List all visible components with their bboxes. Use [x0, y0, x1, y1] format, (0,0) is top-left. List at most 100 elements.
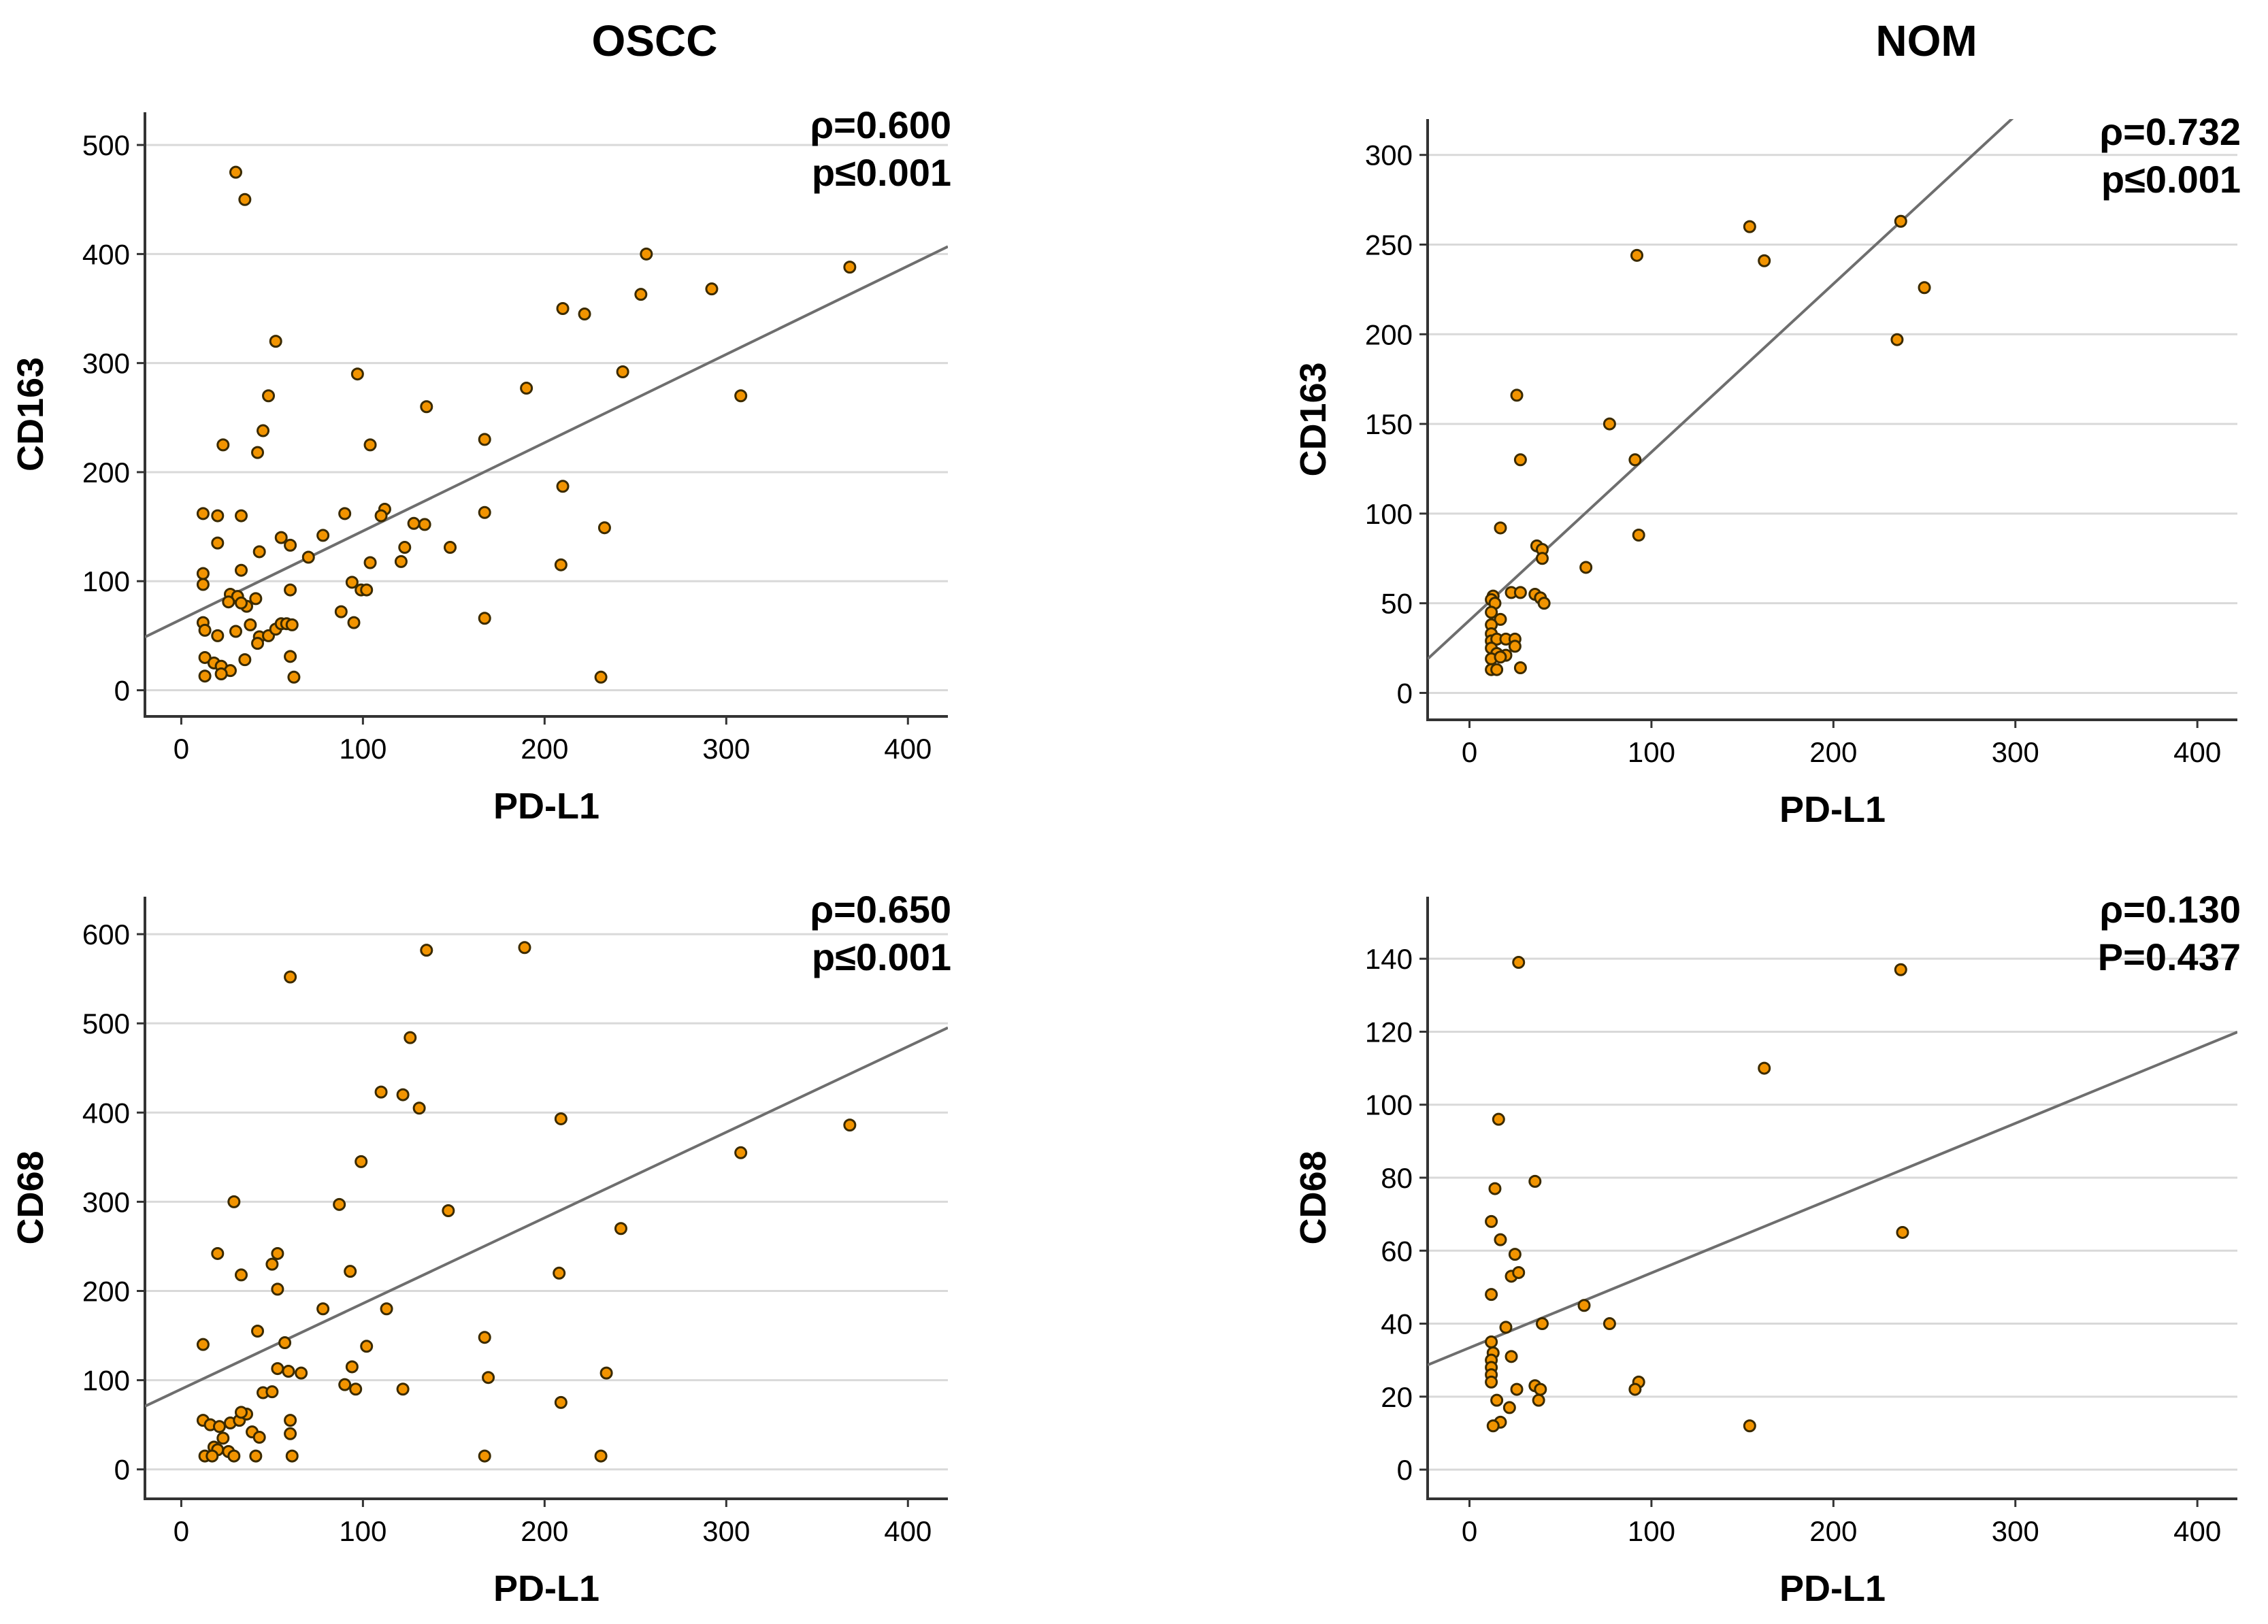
- data-point: [1486, 1419, 1500, 1433]
- x-tick-label: 400: [2173, 736, 2221, 768]
- data-point: [594, 1449, 608, 1463]
- data-point: [284, 970, 297, 984]
- data-point: [1510, 1382, 1524, 1396]
- y-axis-title: CD68: [10, 1150, 51, 1244]
- y-tick-label: 100: [82, 1365, 130, 1397]
- data-point: [1894, 214, 1907, 228]
- data-point: [333, 1197, 346, 1211]
- data-point: [1896, 1225, 1909, 1239]
- data-point: [211, 629, 225, 642]
- y-tick-label: 400: [82, 1097, 130, 1129]
- data-point: [614, 1222, 627, 1236]
- data-point: [249, 592, 263, 606]
- x-axis-title: PD-L1: [493, 786, 599, 827]
- data-point: [380, 1302, 393, 1316]
- data-point: [1603, 417, 1616, 431]
- y-tick-label: 60: [1381, 1235, 1413, 1267]
- data-point: [407, 516, 421, 530]
- data-point: [222, 595, 235, 609]
- data-point: [1579, 561, 1593, 574]
- data-point: [1492, 1112, 1505, 1126]
- p-value: p≤0.001: [812, 935, 951, 978]
- data-point: [196, 567, 210, 580]
- data-point: [198, 669, 212, 683]
- data-point: [271, 1246, 284, 1260]
- data-point: [1512, 956, 1526, 970]
- data-point: [1485, 1288, 1498, 1302]
- data-point: [394, 554, 408, 568]
- data-point: [404, 1031, 417, 1044]
- data-point: [597, 521, 611, 535]
- y-tick-label: 80: [1381, 1162, 1413, 1194]
- data-point: [278, 1336, 292, 1350]
- data-point: [1894, 963, 1907, 976]
- data-point: [1758, 254, 1771, 267]
- data-point: [350, 367, 364, 381]
- data-point: [1513, 453, 1527, 467]
- data-point: [554, 1395, 568, 1409]
- data-point: [1485, 606, 1498, 619]
- y-tick-label: 300: [82, 348, 130, 380]
- data-point: [360, 1340, 374, 1353]
- data-point: [556, 480, 570, 493]
- data-point: [206, 1449, 219, 1463]
- data-point: [316, 1302, 330, 1316]
- data-point: [374, 509, 388, 523]
- data-point: [374, 1085, 388, 1099]
- data-point: [734, 1146, 748, 1159]
- data-point: [198, 650, 212, 664]
- data-point: [1528, 1174, 1542, 1188]
- data-point: [396, 1088, 410, 1101]
- data-point: [1743, 220, 1756, 233]
- data-point: [360, 583, 374, 597]
- y-tick-label: 300: [82, 1186, 130, 1218]
- data-point: [1577, 1299, 1591, 1312]
- data-point: [1494, 650, 1507, 664]
- axis-lines: [144, 897, 948, 1500]
- x-tick-label: 200: [521, 733, 568, 765]
- data-point: [345, 576, 359, 589]
- data-point: [412, 1101, 426, 1115]
- data-point: [234, 563, 248, 577]
- axis-lines: [1426, 897, 2237, 1500]
- data-point: [316, 529, 330, 542]
- data-point: [442, 1204, 455, 1218]
- y-tick-label: 400: [82, 238, 130, 270]
- y-tick-label: 200: [82, 457, 130, 488]
- data-point: [363, 556, 377, 569]
- data-point: [363, 438, 377, 452]
- y-tick-label: 100: [1365, 1089, 1413, 1121]
- x-tick-label: 400: [2173, 1515, 2221, 1547]
- x-tick-label: 300: [702, 1515, 750, 1547]
- column-title-nom: NOM: [1875, 16, 1977, 65]
- data-point: [198, 623, 212, 637]
- regression-line: [1428, 1031, 2237, 1367]
- data-point: [1743, 1419, 1756, 1433]
- data-point: [578, 308, 591, 321]
- data-point: [1918, 281, 1931, 295]
- data-point: [1513, 586, 1527, 599]
- y-tick-label: 600: [82, 918, 130, 950]
- data-point: [282, 1365, 295, 1378]
- data-point: [196, 1338, 210, 1351]
- data-point: [420, 400, 433, 414]
- data-point: [257, 424, 270, 437]
- data-point: [640, 247, 653, 261]
- data-point: [262, 389, 276, 403]
- data-point: [1890, 333, 1904, 346]
- data-point: [347, 616, 361, 629]
- x-tick-label: 400: [884, 733, 932, 765]
- data-point: [229, 625, 242, 638]
- data-point: [1513, 661, 1527, 675]
- data-point: [420, 944, 433, 957]
- data-point: [227, 1449, 241, 1463]
- panel-nom-cd163: 0 50 100 150 200 250 300 0 100 200 300 400 ρ=0.732 p≤…: [1293, 110, 2241, 830]
- data-point: [211, 509, 225, 523]
- data-point: [705, 282, 719, 296]
- data-point: [196, 578, 210, 591]
- data-point: [211, 536, 225, 550]
- data-point: [1488, 1182, 1502, 1195]
- data-point: [1628, 453, 1642, 467]
- y-tick-label: 0: [1397, 1454, 1413, 1486]
- data-point: [238, 653, 252, 667]
